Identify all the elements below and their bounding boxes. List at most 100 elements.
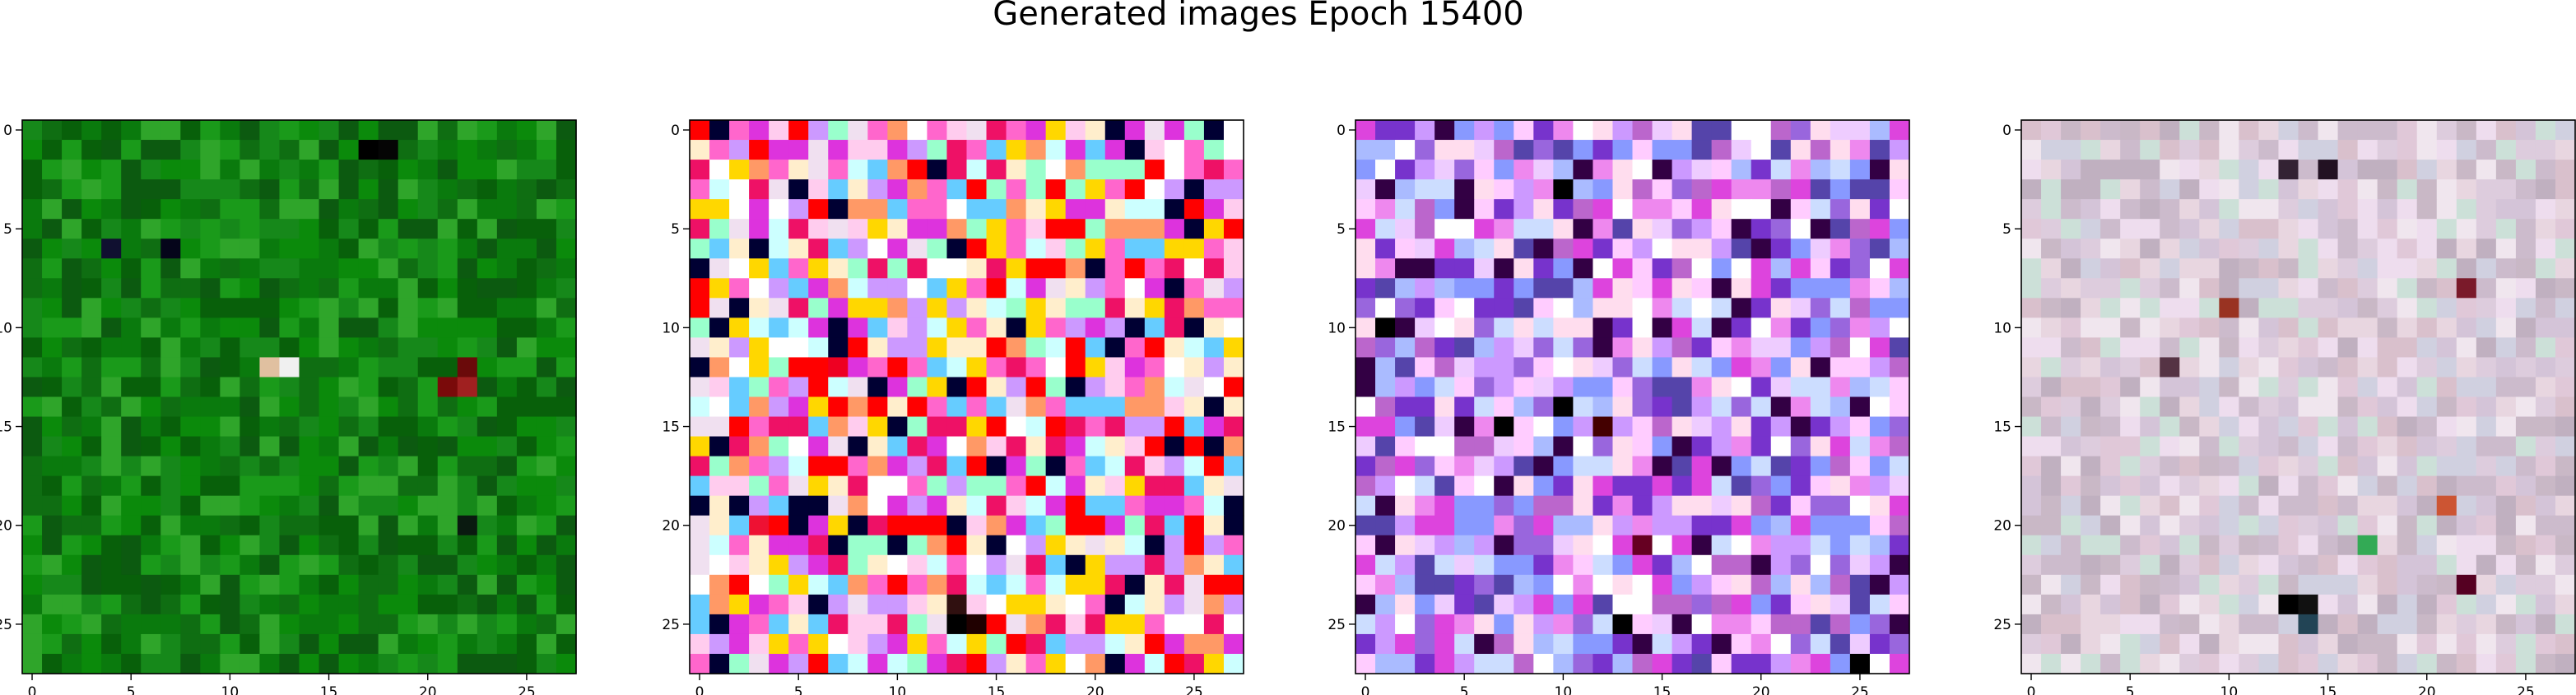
pixel-cell (477, 515, 498, 536)
pixel-cell (1144, 416, 1165, 438)
pixel-cell (2199, 614, 2220, 635)
pixel-cell (1415, 258, 1435, 279)
pixel-cell (437, 614, 458, 635)
pixel-cell (1889, 515, 1910, 536)
pixel-cell (788, 535, 809, 556)
pixel-cell (1711, 219, 1732, 239)
pixel-cell (729, 574, 750, 595)
pixel-cell (2160, 298, 2180, 318)
pixel-cell (437, 436, 458, 457)
pixel-cell (1869, 475, 1890, 497)
pixel-cell (1553, 377, 1574, 398)
pixel-cell (457, 140, 478, 160)
pixel-cell (2061, 337, 2081, 359)
pixel-cell (1124, 515, 1146, 536)
pixel-cell (299, 357, 320, 378)
pixel-cell (828, 278, 849, 299)
pixel-cell (2021, 199, 2042, 220)
pixel-cell (1573, 377, 1594, 398)
pixel-cell (398, 160, 419, 180)
pixel-cell (788, 120, 809, 141)
pixel-cell (808, 633, 829, 655)
pixel-cell (927, 416, 948, 438)
pixel-cell (1164, 179, 1185, 200)
pixel-cell (2041, 633, 2062, 655)
pixel-cell (1454, 258, 1475, 279)
pixel-cell (1830, 456, 1851, 477)
pixel-cell (1790, 574, 1811, 595)
pixel-cell (986, 594, 1007, 615)
pixel-cell (2239, 574, 2260, 595)
pixel-cell (2278, 317, 2299, 338)
pixel-cell (1711, 416, 1732, 438)
pixel-cell (141, 317, 161, 338)
pixel-cell (769, 199, 789, 220)
pixel-cell (1144, 554, 1165, 576)
pixel-cell (1104, 574, 1126, 595)
pixel-cell (477, 594, 498, 615)
pixel-cell (1203, 179, 1225, 200)
pixel-cell (848, 120, 868, 141)
pixel-cell (2495, 179, 2517, 200)
pixel-cell (1164, 357, 1185, 378)
pixel-cell (2041, 160, 2062, 180)
pixel-cell (2160, 258, 2180, 279)
pixel-cell (220, 574, 240, 595)
pixel-cell (239, 179, 261, 200)
pixel-cell (1434, 120, 1455, 141)
pixel-cell (867, 337, 888, 359)
pixel-cell (2515, 140, 2536, 160)
y-tick-label: 25 (662, 617, 680, 633)
pixel-cell (986, 317, 1007, 338)
pixel-cell (749, 614, 770, 635)
pixel-cell (22, 515, 43, 536)
pixel-cell (2021, 337, 2042, 359)
pixel-cell (1124, 653, 1146, 674)
pixel-cell (2140, 633, 2160, 655)
pixel-cell (2515, 199, 2536, 220)
pixel-cell (319, 633, 340, 655)
pixel-cell (1612, 179, 1634, 200)
pixel-cell (536, 120, 557, 141)
pixel-cell (319, 140, 340, 160)
pixel-cell (259, 535, 281, 556)
x-tick-label: 25 (1185, 684, 1203, 695)
pixel-cell (1711, 475, 1732, 497)
pixel-cell (2041, 377, 2062, 398)
pixel-cell (2199, 258, 2220, 279)
pixel-cell (867, 357, 888, 378)
pixel-cell (319, 396, 340, 418)
pixel-cell (1652, 120, 1673, 141)
pixel-cell (22, 554, 43, 576)
pixel-cell (239, 614, 261, 635)
pixel-cell (2495, 120, 2517, 141)
pixel-cell (1553, 633, 1574, 655)
pixel-cell (1553, 574, 1574, 595)
pixel-cell (417, 396, 439, 418)
pixel-cell (2041, 396, 2062, 418)
pixel-cell (1104, 160, 1126, 180)
pixel-cell (927, 614, 948, 635)
pixel-cell (966, 436, 988, 457)
pixel-cell (1434, 219, 1455, 239)
pixel-cell (966, 160, 988, 180)
pixel-cell (239, 258, 261, 279)
pixel-cell (907, 614, 928, 635)
pixel-cell (867, 554, 888, 576)
pixel-cell (1183, 179, 1205, 200)
pixel-cell (1672, 317, 1693, 338)
pixel-cell (1830, 633, 1851, 655)
pixel-cell (2357, 515, 2378, 536)
pixel-cell (927, 633, 948, 655)
pixel-cell (1533, 278, 1554, 299)
pixel-cell (788, 574, 809, 595)
pixel-cell (1553, 219, 1574, 239)
pixel-cell (1830, 120, 1851, 141)
pixel-cell (1672, 179, 1693, 200)
pixel-cell (2140, 199, 2160, 220)
pixel-cell (2081, 456, 2101, 477)
pixel-cell (986, 396, 1007, 418)
pixel-cell (1434, 396, 1455, 418)
pixel-cell (496, 258, 518, 279)
pixel-cell (1223, 495, 1244, 517)
